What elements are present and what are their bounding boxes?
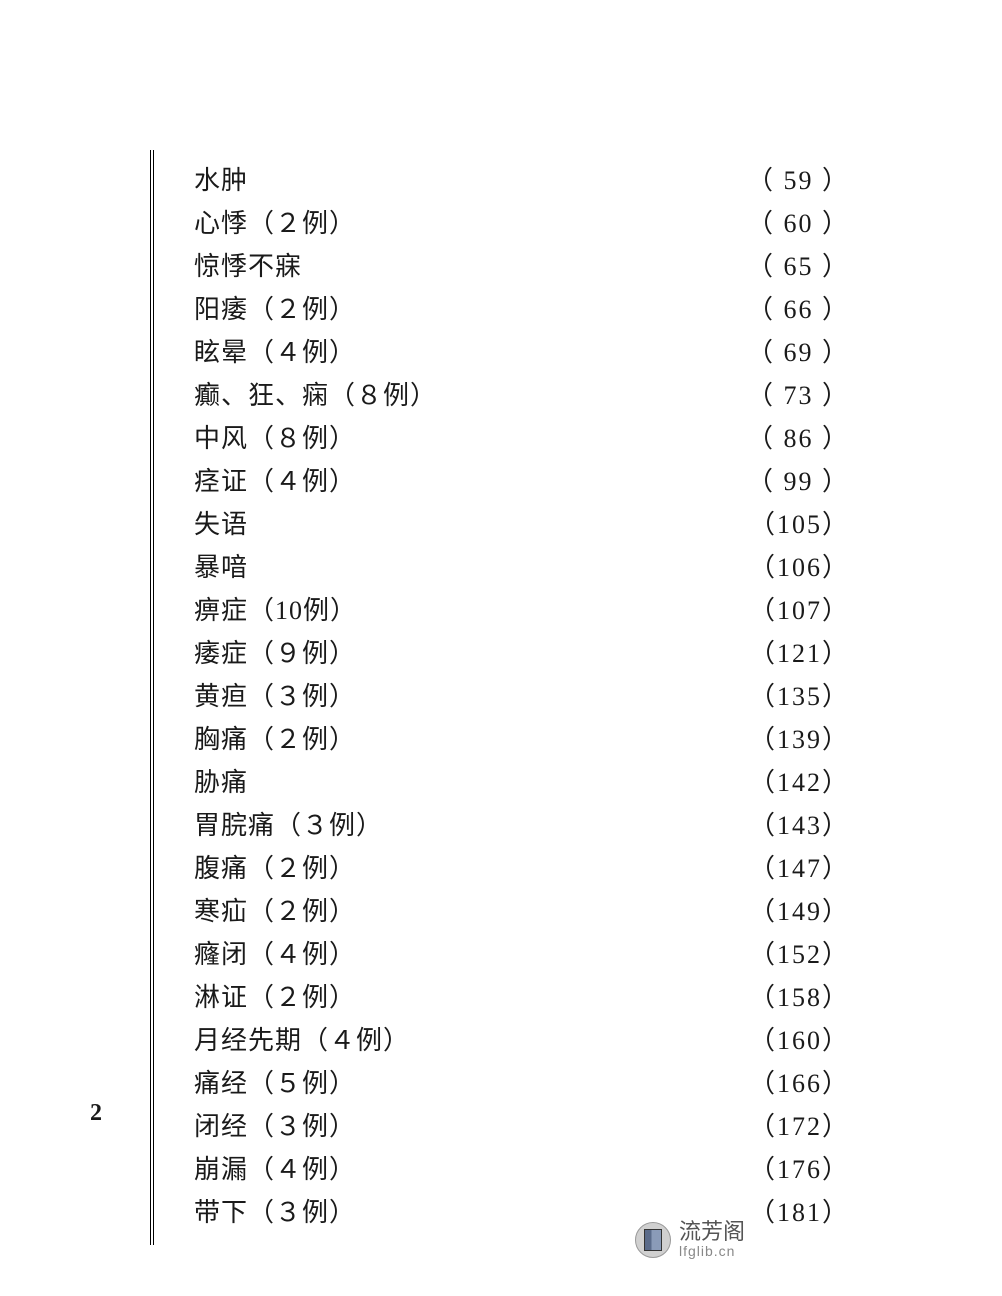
- toc-row: 痿症（９例） （121）: [194, 633, 850, 670]
- toc-title: 崩漏（４例）: [194, 1149, 356, 1186]
- toc-page: （105）: [749, 504, 850, 541]
- toc-page: （107）: [749, 590, 850, 627]
- toc-page: （172）: [749, 1106, 850, 1143]
- toc-page: （106）: [749, 547, 850, 584]
- toc-row: 癫、狂、痫（８例） （ 73 ）: [194, 375, 850, 412]
- toc-page: （142）: [749, 762, 850, 799]
- watermark-sub: lfglib.cn: [679, 1244, 745, 1259]
- toc-row: 寒疝（２例） （149）: [194, 891, 850, 928]
- toc-row: 胃脘痛（３例） （143）: [194, 805, 850, 842]
- toc-row: 痛经（５例） （166）: [194, 1063, 850, 1100]
- toc-page: （121）: [749, 633, 850, 670]
- toc-title: 阳痿（２例）: [194, 289, 356, 326]
- toc-page: （158）: [749, 977, 850, 1014]
- toc-row: 中风（８例） （ 86 ）: [194, 418, 850, 455]
- toc-row: 痉证（４例） （ 99 ）: [194, 461, 850, 498]
- toc-title: 痹症（10例）: [194, 590, 357, 627]
- toc-page: （ 86 ）: [747, 418, 850, 455]
- toc-row: 水肿 （ 59 ）: [194, 160, 850, 197]
- toc-row: 胸痛（２例） （139）: [194, 719, 850, 756]
- toc-row: 带下（３例） （181）: [194, 1192, 850, 1229]
- toc-page: （143）: [749, 805, 850, 842]
- toc-page: （ 59 ）: [747, 160, 850, 197]
- toc-title: 淋证（２例）: [194, 977, 356, 1014]
- watermark-icon: [635, 1222, 671, 1258]
- toc-title: 带下（３例）: [194, 1192, 356, 1229]
- toc-title: 眩晕（４例）: [194, 332, 356, 369]
- toc-page: （152）: [749, 934, 850, 971]
- toc-title: 痿症（９例）: [194, 633, 356, 670]
- toc-title: 痉证（４例）: [194, 461, 356, 498]
- toc-row: 胁痛 （142）: [194, 762, 850, 799]
- toc-title: 胃脘痛（３例）: [194, 805, 383, 842]
- toc-page: （166）: [749, 1063, 850, 1100]
- toc-row: 月经先期（４例） （160）: [194, 1020, 850, 1057]
- toc-page: （ 69 ）: [747, 332, 850, 369]
- toc-page: （ 66 ）: [747, 289, 850, 326]
- toc-title: 月经先期（４例）: [194, 1020, 410, 1057]
- toc-page: （135）: [749, 676, 850, 713]
- toc-title: 胁痛: [194, 762, 248, 799]
- toc-page: （ 65 ）: [747, 246, 850, 283]
- toc-row: 崩漏（４例） （176）: [194, 1149, 850, 1186]
- toc-row: 惊悸不寐 （ 65 ）: [194, 246, 850, 283]
- page-number: 2: [90, 1100, 102, 1127]
- toc-row: 暴喑 （106）: [194, 547, 850, 584]
- toc-row: 癃闭（４例） （152）: [194, 934, 850, 971]
- toc-row: 黄疸（３例） （135）: [194, 676, 850, 713]
- toc-row: 痹症（10例） （107）: [194, 590, 850, 627]
- book-icon: [644, 1229, 662, 1251]
- watermark-text: 流芳阁 lfglib.cn: [679, 1220, 745, 1260]
- toc-page: （ 60 ）: [747, 203, 850, 240]
- toc-title: 心悸（２例）: [194, 203, 356, 240]
- toc-title: 癫、狂、痫（８例）: [194, 375, 437, 412]
- toc-title: 中风（８例）: [194, 418, 356, 455]
- toc-title: 闭经（３例）: [194, 1106, 356, 1143]
- watermark-main: 流芳阁: [679, 1220, 745, 1244]
- toc-row: 失语 （105）: [194, 504, 850, 541]
- toc-page: （ 99 ）: [747, 461, 850, 498]
- toc-title: 腹痛（２例）: [194, 848, 356, 885]
- toc-title: 胸痛（２例）: [194, 719, 356, 756]
- toc-title: 失语: [194, 504, 248, 541]
- toc-row: 腹痛（２例） （147）: [194, 848, 850, 885]
- toc-container: 水肿 （ 59 ） 心悸（２例） （ 60 ） 惊悸不寐 （ 65 ） 阳痿（２例） （ 66…: [150, 150, 850, 1245]
- toc-page: （ 73 ）: [747, 375, 850, 412]
- watermark: 流芳阁 lfglib.cn: [635, 1220, 745, 1260]
- toc-row: 闭经（３例） （172）: [194, 1106, 850, 1143]
- toc-title: 黄疸（３例）: [194, 676, 356, 713]
- toc-title: 寒疝（２例）: [194, 891, 356, 928]
- toc-row: 眩晕（４例） （ 69 ）: [194, 332, 850, 369]
- toc-page: （147）: [749, 848, 850, 885]
- toc-title: 水肿: [194, 160, 248, 197]
- toc-row: 心悸（２例） （ 60 ）: [194, 203, 850, 240]
- toc-page: （139）: [749, 719, 850, 756]
- toc-page: （160）: [749, 1020, 850, 1057]
- toc-row: 阳痿（２例） （ 66 ）: [194, 289, 850, 326]
- toc-row: 淋证（２例） （158）: [194, 977, 850, 1014]
- toc-title: 癃闭（４例）: [194, 934, 356, 971]
- toc-title: 惊悸不寐: [194, 246, 302, 283]
- toc-title: 痛经（５例）: [194, 1063, 356, 1100]
- toc-page: （181）: [749, 1192, 850, 1229]
- toc-page: （149）: [749, 891, 850, 928]
- toc-title: 暴喑: [194, 547, 248, 584]
- toc-page: （176）: [749, 1149, 850, 1186]
- page-content: 水肿 （ 59 ） 心悸（２例） （ 60 ） 惊悸不寐 （ 65 ） 阳痿（２例） （ 66…: [150, 150, 850, 1245]
